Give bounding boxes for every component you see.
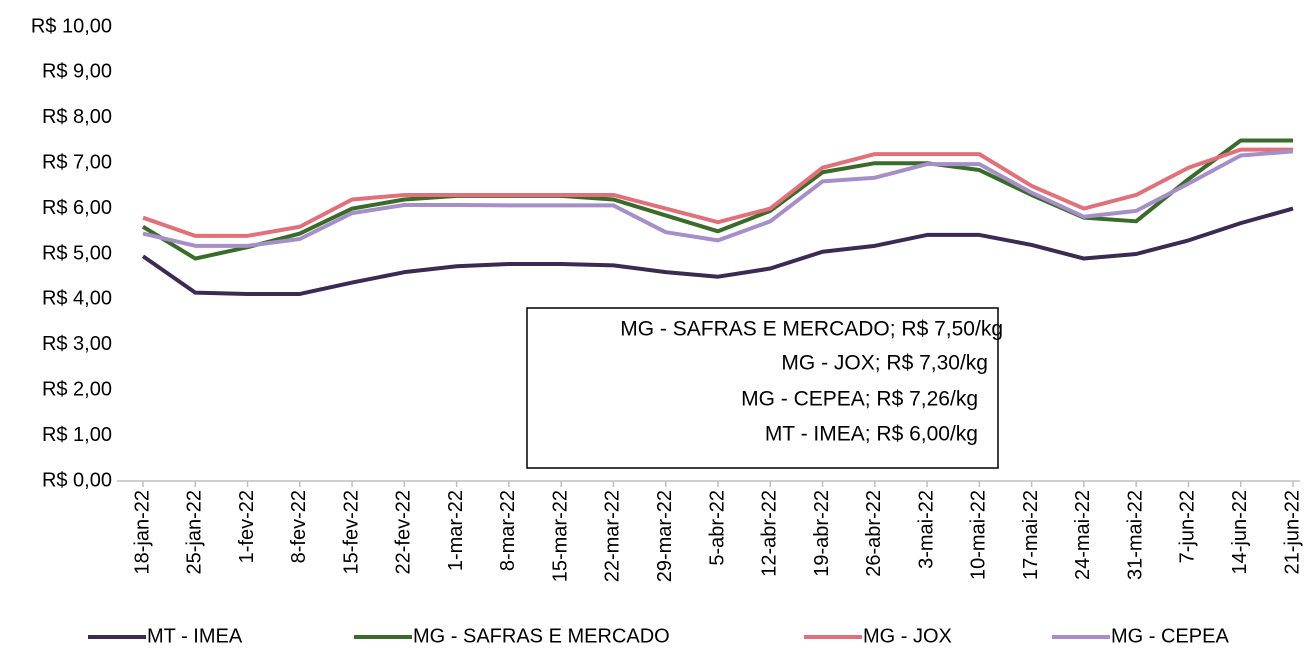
x-tick-label: 19-abr-22 [811,490,833,577]
x-tick-label: 25-jan-22 [184,490,206,575]
x-tick-label: 17-mai-22 [1020,490,1042,580]
y-tick-label: R$ 6,00 [42,197,112,219]
x-tick-label: 10-mai-22 [968,490,990,580]
x-tick-label: 31-mai-22 [1124,490,1146,580]
x-tick-label: 5-abr-22 [706,490,728,566]
x-tick-label: 22-mar-22 [602,490,624,582]
y-tick-label: R$ 3,00 [42,333,112,355]
x-tick-label: 26-abr-22 [863,490,885,577]
annotation: MG - JOX; R$ 7,30/kg [781,352,988,375]
annotation: MG - CEPEA; R$ 7,26/kg [741,388,978,411]
x-tick-label: 1-mar-22 [445,490,467,571]
y-tick-label: R$ 10,00 [31,15,112,37]
x-tick-label: 3-mai-22 [915,490,937,569]
series-line [141,138,1293,261]
legend-label: MG - SAFRAS E MERCADO [413,625,670,647]
series-line [141,206,1294,296]
legend-label: MT - IMEA [147,625,243,647]
annotation: MG - SAFRAS E MERCADO; R$ 7,50/kg [620,318,1003,341]
x-tick-label: 18-jan-22 [131,490,153,575]
x-tick-label: 24-mai-22 [1072,490,1094,580]
legend-label: MG - CEPEA [1111,625,1229,647]
y-tick-label: R$ 2,00 [42,378,112,400]
x-tick-label: 1-fev-22 [236,490,258,563]
x-tick-label: 15-fev-22 [340,490,362,575]
x-tick-label: 8-mar-22 [497,490,519,571]
y-tick-label: R$ 9,00 [42,61,112,83]
legend-label: MG - JOX [863,625,952,647]
series-line [142,147,1293,238]
x-tick-label: 15-mar-22 [549,490,571,582]
x-tick-label: 21-jun-22 [1281,490,1303,575]
y-tick-label: R$ 5,00 [42,242,112,264]
y-tick-label: R$ 8,00 [42,106,112,128]
x-tick-label: 7-jun-22 [1177,490,1199,563]
x-tick-label: 22-fev-22 [393,490,415,575]
x-tick-label: 29-mar-22 [654,490,676,582]
x-tick-label: 12-abr-22 [759,490,781,577]
annotation-box [526,307,999,469]
y-tick-label: R$ 0,00 [42,469,112,491]
x-tick-label: 8-fev-22 [288,490,310,563]
series-line [142,149,1294,248]
annotation: MT - IMEA; R$ 6,00/kg [765,423,978,446]
y-tick-label: R$ 4,00 [42,288,112,310]
y-tick-label: R$ 7,00 [42,151,112,173]
y-tick-label: R$ 1,00 [42,424,112,446]
x-tick-label: 14-jun-22 [1229,490,1251,575]
